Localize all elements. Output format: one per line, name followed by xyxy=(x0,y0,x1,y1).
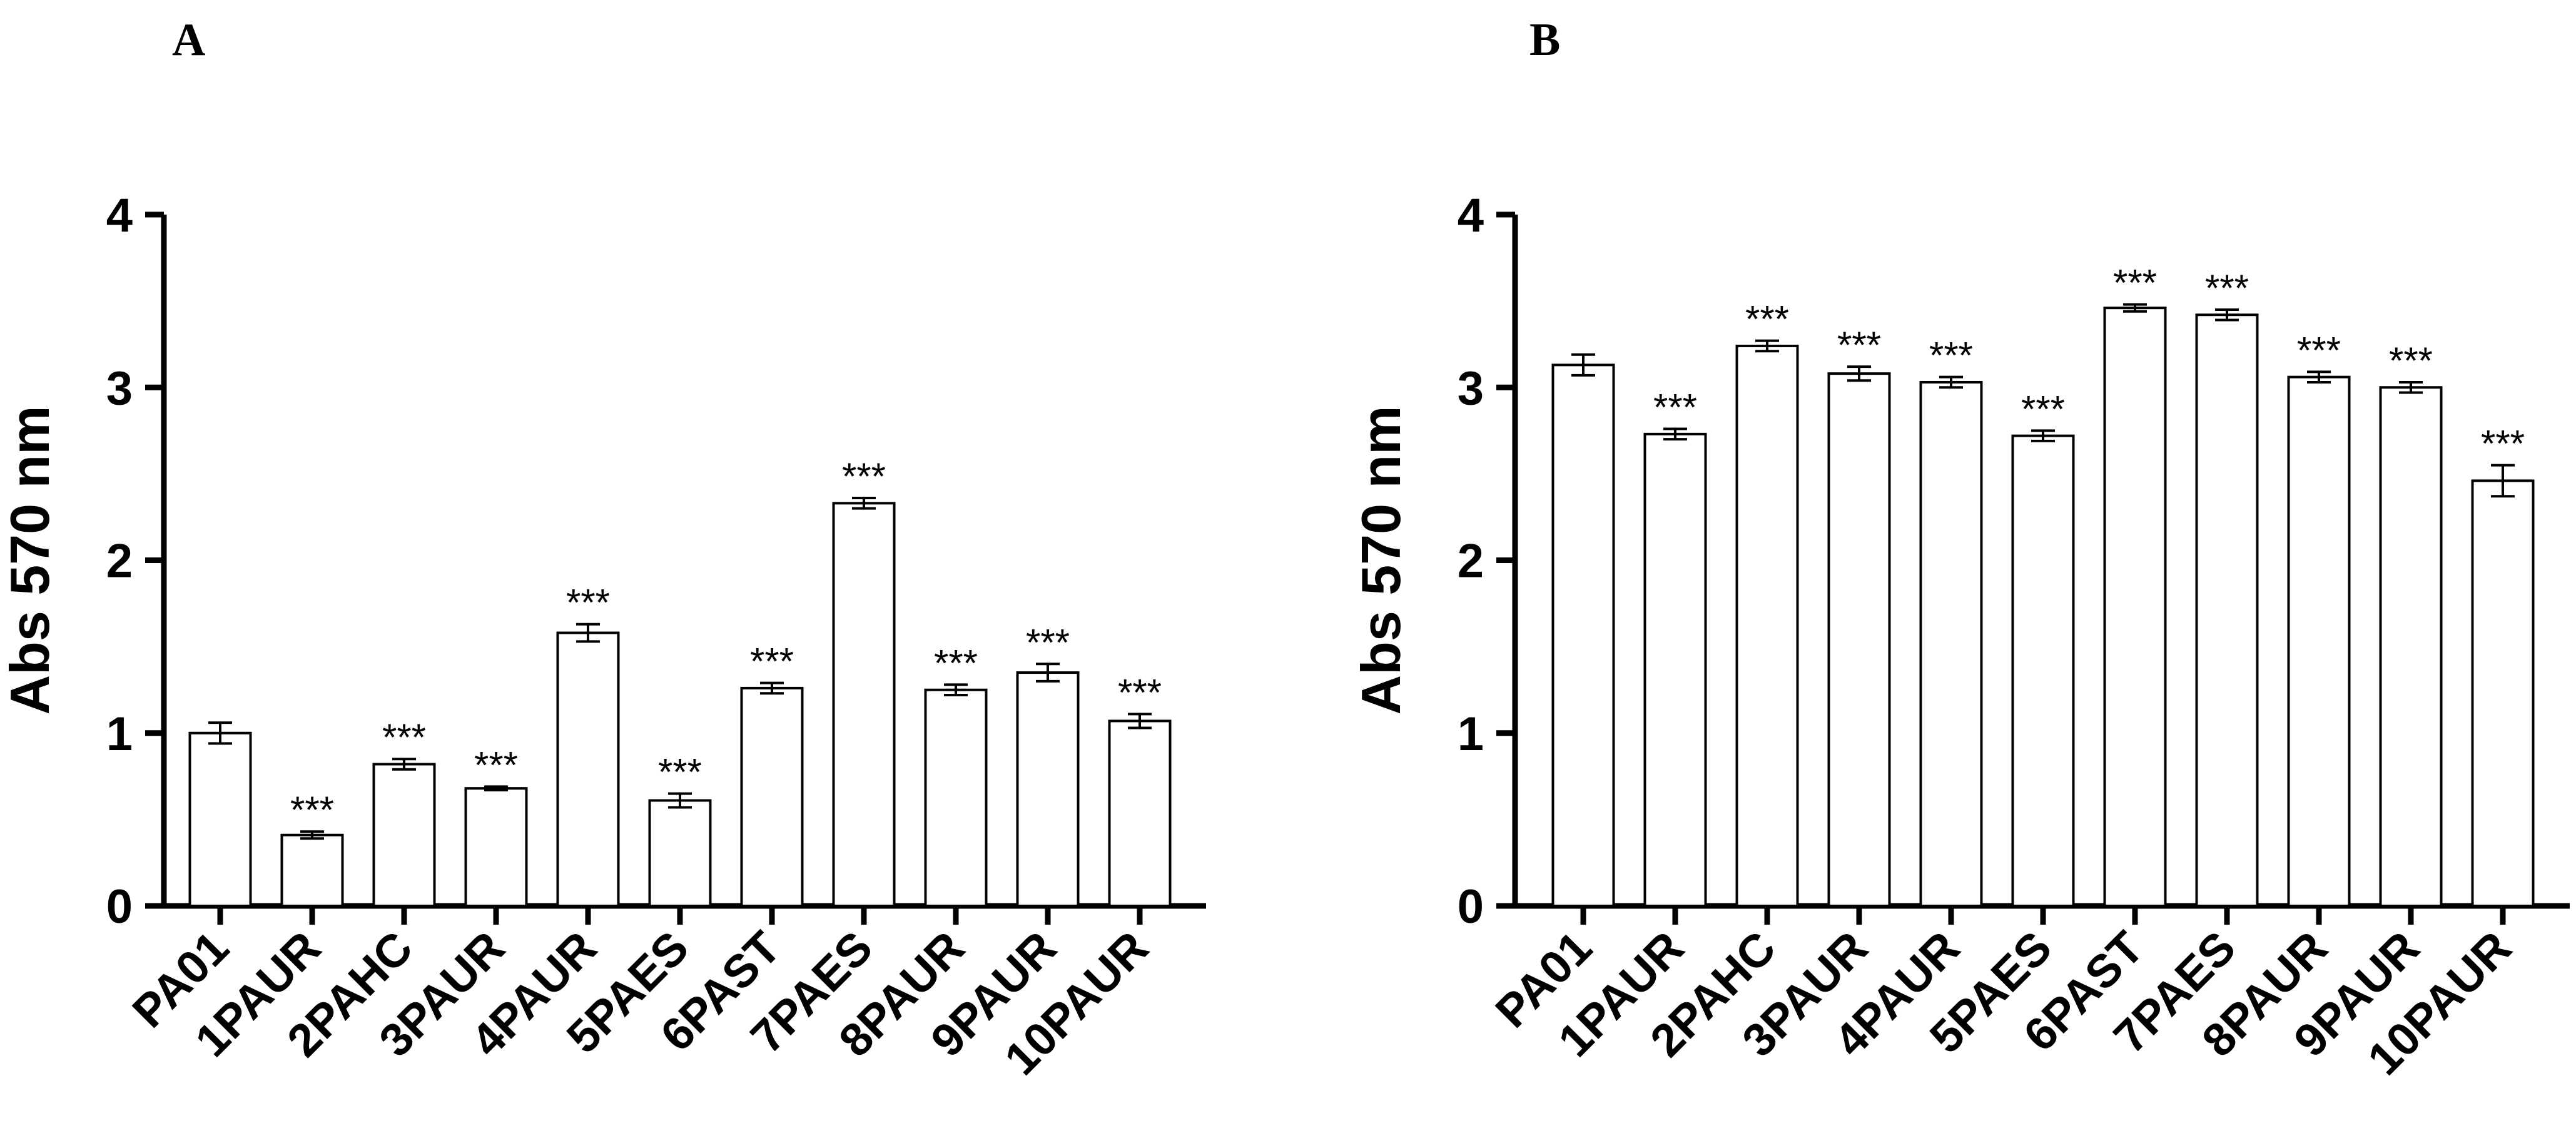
significance-marker: *** xyxy=(1929,335,1973,377)
bar xyxy=(1919,380,1983,907)
y-tick-label: 3 xyxy=(106,362,133,415)
bar xyxy=(2011,434,2075,907)
significance-marker: *** xyxy=(1118,671,1162,713)
y-tick-label: 0 xyxy=(106,880,133,933)
bar xyxy=(2195,313,2259,908)
bar xyxy=(464,787,528,908)
bar xyxy=(924,688,988,907)
significance-marker: *** xyxy=(2297,329,2341,371)
bar xyxy=(188,731,252,907)
significance-marker: *** xyxy=(750,641,794,683)
significance-marker: *** xyxy=(842,455,886,497)
significance-marker: *** xyxy=(2389,340,2433,382)
y-tick-label: 4 xyxy=(1458,189,1484,242)
significance-marker: *** xyxy=(2113,262,2157,304)
significance-marker: *** xyxy=(2205,267,2249,309)
y-tick-label: 4 xyxy=(106,189,133,242)
significance-marker: *** xyxy=(2021,388,2065,430)
y-tick-label: 1 xyxy=(1458,708,1484,761)
significance-marker: *** xyxy=(1653,387,1697,429)
significance-marker: *** xyxy=(474,744,518,786)
bar xyxy=(2103,307,2167,907)
significance-marker: *** xyxy=(382,716,426,758)
bar xyxy=(372,763,436,907)
bar xyxy=(1551,363,1615,907)
significance-marker: *** xyxy=(1026,621,1070,663)
panel-label: A xyxy=(172,14,205,66)
bar xyxy=(1827,372,1891,907)
panel-label: B xyxy=(1529,14,1560,66)
significance-marker: *** xyxy=(934,642,978,684)
bar xyxy=(1016,671,1080,907)
bar xyxy=(2287,375,2351,907)
y-tick-label: 2 xyxy=(1458,535,1484,588)
significance-marker: *** xyxy=(1837,324,1881,366)
y-tick-label: 1 xyxy=(106,708,133,761)
y-axis-label: Abs 570 nm xyxy=(1350,406,1412,715)
bar xyxy=(1643,432,1707,907)
bar xyxy=(1735,344,1799,907)
significance-marker: *** xyxy=(566,582,610,624)
bar xyxy=(648,799,712,908)
y-tick-label: 0 xyxy=(1458,880,1484,933)
bar xyxy=(1108,719,1172,907)
significance-marker: *** xyxy=(2481,423,2525,465)
significance-marker: *** xyxy=(1745,298,1789,340)
y-tick-label: 2 xyxy=(106,535,133,588)
significance-marker: *** xyxy=(658,751,702,793)
bar xyxy=(740,686,804,908)
bar xyxy=(2379,386,2443,907)
y-axis-label: Abs 570 nm xyxy=(0,406,61,715)
significance-marker: *** xyxy=(290,789,334,831)
bar xyxy=(2471,479,2535,907)
bar xyxy=(280,833,344,908)
y-tick-label: 3 xyxy=(1458,362,1484,415)
bar xyxy=(556,631,620,908)
bar xyxy=(832,502,896,907)
